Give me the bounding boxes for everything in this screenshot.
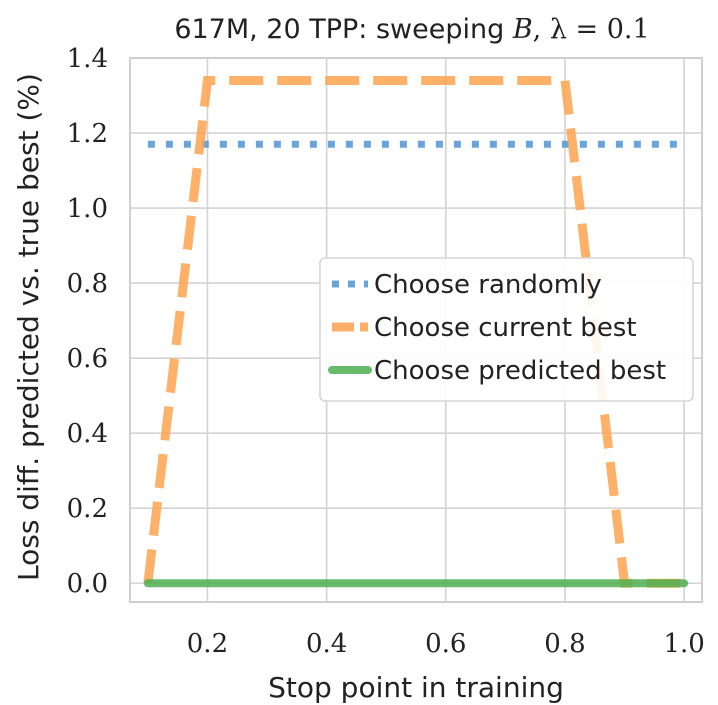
- series-line-choose-current-best: [143, 76, 685, 588]
- chart-title-text: 617M, 20 TPP: sweeping: [174, 14, 513, 45]
- y-tick-label: 0.2: [67, 494, 108, 524]
- y-tick-label: 1.0: [67, 194, 108, 224]
- y-tick-label: 0.6: [67, 344, 108, 374]
- chart-title-var: B: [512, 14, 533, 45]
- y-tick-label: 0.4: [67, 419, 108, 449]
- legend-label: Choose randomly: [374, 270, 602, 300]
- legend-label: Choose current best: [374, 313, 637, 343]
- x-tick-label: 1.0: [663, 629, 704, 659]
- y-tick-label: 1.4: [67, 44, 108, 74]
- x-tick-label: 0.6: [425, 629, 466, 659]
- plot-area: 0.2 0.4 0.6 0.8 1.0 0.0 0.2 0.4 0.6 0.8 1.0 1.2 1.4 C…: [67, 44, 705, 659]
- plot-frame: [129, 57, 703, 603]
- y-tick-label: 1.2: [67, 119, 108, 149]
- chart-title: 617M, 20 TPP: sweeping B, λ = 0.1: [174, 14, 649, 45]
- x-tick-label: 0.8: [544, 629, 585, 659]
- legend-label: Choose predicted best: [374, 356, 666, 386]
- y-axis-label: Loss diff. predicted vs. true best (%): [12, 73, 45, 581]
- x-axis-label: Stop point in training: [268, 671, 564, 704]
- x-tick-label: 0.4: [306, 629, 347, 659]
- y-tick-label: 0.0: [67, 569, 108, 599]
- y-tick-label: 0.8: [67, 269, 108, 299]
- x-tick-label: 0.2: [187, 629, 228, 659]
- chart-title-lambda: , λ = 0.1: [533, 14, 650, 45]
- legend-box: [319, 257, 694, 402]
